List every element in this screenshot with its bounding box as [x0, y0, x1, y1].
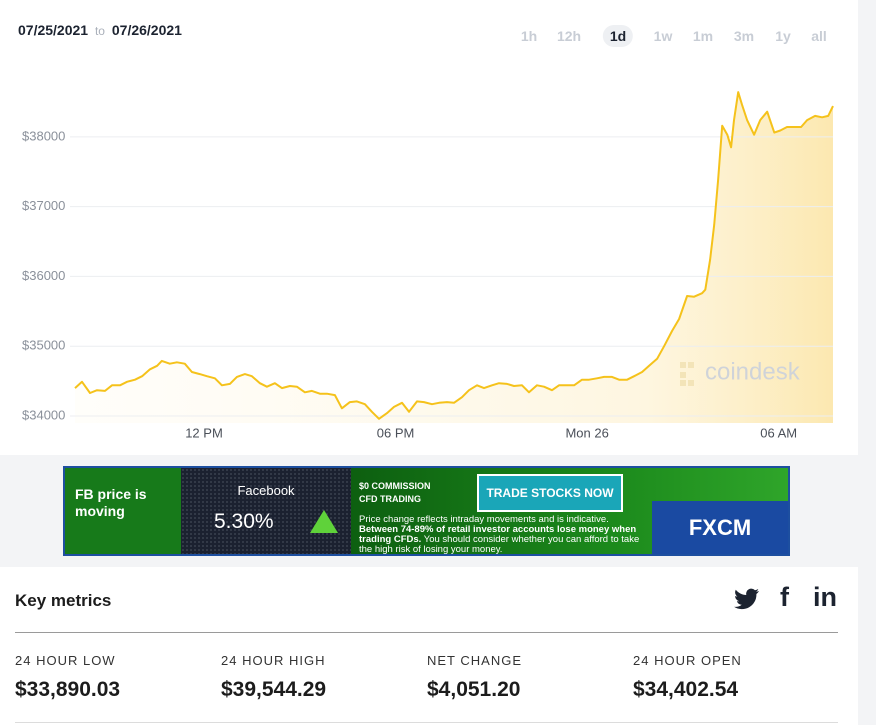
timeframe-button[interactable]: 1d [602, 25, 634, 47]
ad-change: 5.30% [214, 510, 274, 533]
metrics-card [0, 567, 858, 725]
metric-label: 24 HOUR LOW [15, 653, 116, 668]
metric-label: NET CHANGE [427, 653, 522, 668]
y-tick-label: $36000 [22, 268, 65, 283]
x-tick-label: 06 AM [760, 425, 797, 440]
separator [15, 722, 838, 723]
metric-value: $33,890.03 [15, 678, 121, 701]
y-tick-label: $38000 [22, 128, 65, 143]
ad-brand: FXCM [652, 501, 788, 554]
ad-up-arrow [310, 510, 338, 533]
metric-value: $39,544.29 [221, 678, 327, 701]
y-tick-label: $34000 [22, 407, 65, 422]
timeframe-button[interactable]: 1m [692, 28, 714, 44]
ad-disclaimer: Price change reflects intraday movements… [359, 515, 641, 555]
metric-value: $34,402.54 [633, 678, 739, 701]
separator [15, 632, 838, 633]
x-tick-label: 06 PM [377, 425, 415, 440]
area [75, 92, 833, 423]
price-chart: coindesk $34000 $35000 $36000 $37000 $38000 1… [22, 91, 834, 440]
ad-offer-2: CFD TRADING [359, 494, 421, 504]
timeframe-button[interactable]: 1h [520, 28, 538, 44]
ad-banner[interactable]: FB price is moving Facebook 5.30% $0 COM… [63, 466, 790, 556]
ad-headline: FB price is moving [75, 486, 147, 519]
disclaimer-3: You should consider whether you can affo… [359, 534, 640, 555]
linkedin-icon[interactable]: in [813, 582, 837, 612]
ad-offer-1: $0 COMMISSION [359, 481, 431, 491]
timeframe-button[interactable]: 1w [653, 28, 673, 44]
date-to: 07/26/2021 [111, 22, 182, 38]
facebook-icon[interactable]: f [780, 582, 789, 612]
disclaimer-1: Price change reflects intraday movements… [359, 514, 609, 525]
metric-label: 24 HOUR HIGH [221, 653, 326, 668]
watermark: coindesk [680, 358, 801, 386]
ad-button[interactable]: TRADE STOCKS NOW [477, 474, 623, 512]
timeframe-button[interactable]: 12h [556, 28, 582, 44]
timeframe-button[interactable]: 1y [775, 28, 791, 44]
y-tick-label: $37000 [22, 198, 65, 213]
timeframe-button[interactable]: 3m [733, 28, 755, 44]
x-tick-label: 12 PM [185, 425, 223, 440]
timeframe-button[interactable]: all [811, 28, 827, 44]
x-tick-label: Mon 26 [565, 425, 608, 440]
to-word: to [94, 24, 105, 38]
price-line [74, 91, 834, 420]
metric-value: $4,051.20 [427, 678, 521, 701]
watermark-text: coindesk [705, 358, 801, 385]
date-from: 07/25/2021 [18, 22, 89, 38]
ad-ticker: Facebook [237, 483, 295, 498]
date-range: 07/25/2021 to 07/26/2021 [18, 22, 182, 38]
metric-label: 24 HOUR OPEN [633, 653, 742, 668]
ad-offer: $0 COMMISSION CFD TRADING [359, 480, 431, 506]
twitter-icon[interactable] [734, 588, 760, 610]
metrics-title: Key metrics [15, 591, 112, 610]
ad-ticker-box: Facebook 5.30% [181, 468, 351, 554]
y-tick-label: $35000 [22, 338, 65, 353]
disclaimer-2: Between 74-89% of retail investor accoun… [359, 524, 637, 545]
